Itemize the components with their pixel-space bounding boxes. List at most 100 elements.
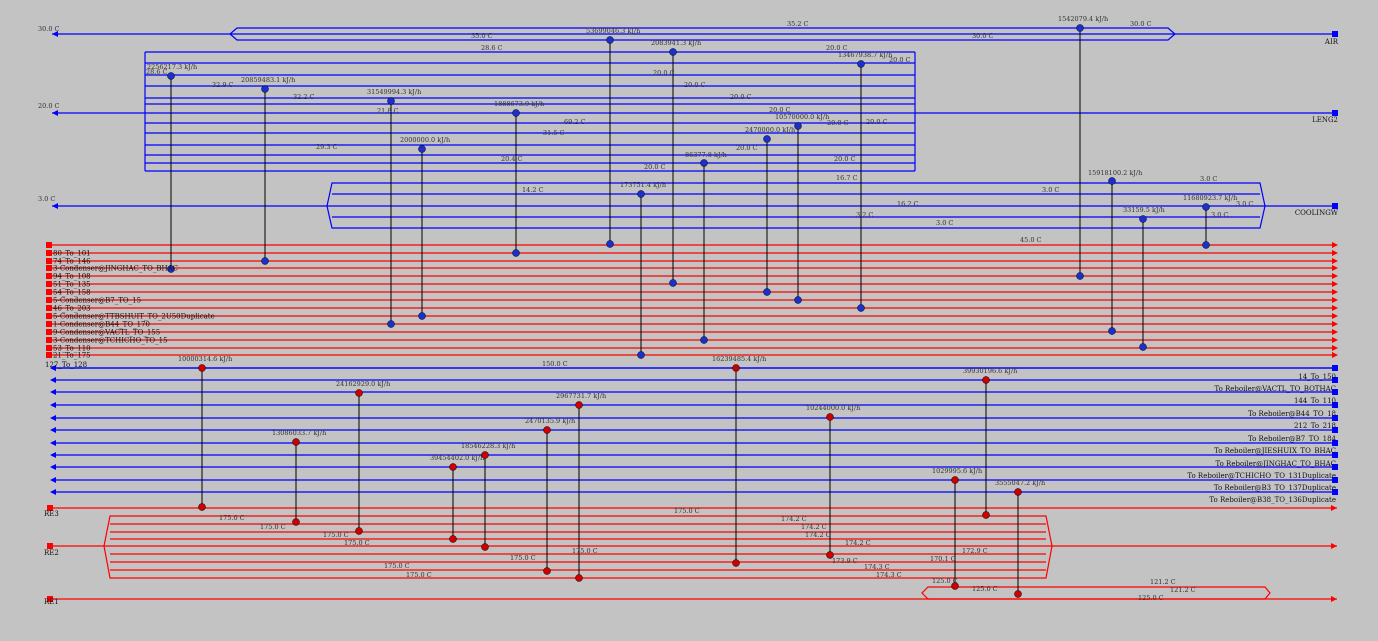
temperature-label: 172.9 C <box>962 547 988 555</box>
hot-utility-exchanger[interactable]: 2470135.9 kJ/h <box>525 417 575 575</box>
hot-stream-4[interactable] <box>46 273 1338 279</box>
cold-stream-3[interactable] <box>50 389 1338 395</box>
temperature-label: 20.0 C <box>826 44 848 52</box>
exchanger-duty: 2256217.3 kJ/h <box>147 63 197 71</box>
hot-utility-re2[interactable] <box>47 515 1337 579</box>
cold-stream-name: 14_To_150 <box>1298 373 1336 381</box>
exchanger-node-top <box>669 48 677 56</box>
cold-utility-exchanger[interactable]: 2256217.3 kJ/h <box>147 63 197 273</box>
cold-stream-9[interactable] <box>50 464 1338 470</box>
re2-arrow-head <box>1331 543 1337 549</box>
cold-utility-exchanger[interactable]: 13467938.7 kJ/h <box>838 51 892 312</box>
hot-stream-1[interactable] <box>46 250 1338 256</box>
hot-stream-arrow <box>1332 265 1338 271</box>
exchanger-node-bottom <box>857 304 865 312</box>
hot-stream-node <box>46 352 52 358</box>
cold-utility-exchanger[interactable]: 173751.4 kJ/h <box>620 181 666 359</box>
temperature-label: 125.0 C <box>1138 594 1164 602</box>
hot-utility-re1[interactable] <box>47 586 1337 602</box>
temperature-label: 175.0 C <box>572 547 598 555</box>
hot-stream-arrow <box>1332 352 1338 358</box>
exchanger-duty: 33159.5 kJ/h <box>1123 206 1165 214</box>
cold-stream-1[interactable] <box>50 365 1338 371</box>
hot-stream-9[interactable] <box>46 313 1338 319</box>
cold-stream-10[interactable] <box>50 477 1338 483</box>
hot-stream-14[interactable] <box>46 352 1338 358</box>
cold-stream-11[interactable] <box>50 489 1338 495</box>
hot-stream-2[interactable] <box>46 258 1338 264</box>
hot-stream-3[interactable] <box>46 265 1338 271</box>
cold-utility-exchanger[interactable]: 31549994.3 kJ/h <box>367 88 421 328</box>
exchanger-node-top <box>951 476 959 484</box>
hot-stream-13[interactable] <box>46 345 1338 351</box>
cold-utility-exchanger[interactable]: 2083941.3 kJ/h <box>651 39 701 287</box>
exchanger-duty: 1029995.6 kJ/h <box>932 467 982 475</box>
cold-stream-4[interactable] <box>50 402 1338 408</box>
hot-stream-5[interactable] <box>46 281 1338 287</box>
hot-utility-exchanger[interactable]: 39454402.0 kJ/h <box>430 454 484 543</box>
cold-stream-2[interactable] <box>50 377 1338 383</box>
temperature-label: 125.0 C <box>972 585 998 593</box>
cold-utility-inlet-temp: 30.0 C <box>38 25 60 33</box>
temperature-label: 45.0 C <box>1020 236 1042 244</box>
cold-utility-exchanger[interactable]: 86377.8 kJ/h <box>685 151 727 344</box>
cold-utility-exchanger[interactable]: 33159.5 kJ/h <box>1123 206 1165 351</box>
hot-stream-name: 21_To_175 <box>53 352 91 360</box>
cold-stream-8[interactable] <box>50 452 1338 458</box>
exchanger-duty: 18546228.3 kJ/h <box>461 442 515 450</box>
hot-utility-exchanger[interactable]: 16239485.4 kJ/h <box>712 355 766 567</box>
hot-stream-12[interactable] <box>46 337 1338 343</box>
cold-stream-node <box>1332 415 1338 421</box>
exchanger-links: 53699046.3 kJ/h 2083941.3 kJ/h 13467938.7 … <box>147 15 1237 598</box>
temperature-label: 175.0 C <box>406 571 432 579</box>
air-node <box>1332 31 1338 37</box>
cold-stream-6[interactable] <box>50 427 1338 433</box>
cold-utility-exchanger[interactable]: 1888673.9 kJ/h <box>494 100 544 257</box>
hot-utility-exchanger[interactable]: 13086033.7 kJ/h <box>272 429 326 526</box>
hot-stream-arrow <box>1332 321 1338 327</box>
cold-utility-exchanger[interactable]: 1542079.4 kJ/h <box>1058 15 1108 280</box>
temperature-label: 3.0 C <box>936 219 953 227</box>
hot-utility-exchanger[interactable]: 10000314.6 kJ/h <box>178 355 232 511</box>
exchanger-duty: 10244000.0 kJ/h <box>806 404 860 412</box>
cold-utility-exchanger[interactable]: 11680923.7 kJ/h <box>1183 194 1237 249</box>
hot-utility-exchanger[interactable]: 1029995.6 kJ/h <box>932 467 982 590</box>
hot-utility-exchanger[interactable]: 3555047.2 kJ/h <box>995 479 1045 598</box>
hot-stream-7[interactable] <box>46 297 1338 303</box>
cold-utility-leng2[interactable] <box>52 51 1338 172</box>
hot-stream-11[interactable] <box>46 329 1338 335</box>
hot-utility-exchanger[interactable]: 24162929.0 kJ/h <box>336 380 390 535</box>
hot-utility-exchanger[interactable]: 10244000.0 kJ/h <box>806 404 860 559</box>
temperature-label: 175.0 C <box>219 514 245 522</box>
hot-utility-exchanger[interactable]: 18546228.3 kJ/h <box>461 442 515 551</box>
cold-stream-arrow <box>50 415 56 421</box>
cold-utility-exchanger[interactable]: 20859483.1 kJ/h <box>241 76 295 265</box>
exchanger-node-bottom <box>261 257 269 265</box>
cold-stream-5[interactable] <box>50 415 1338 421</box>
cold-utility-exchanger[interactable]: 53699046.3 kJ/h <box>586 27 640 248</box>
cold-utility-air[interactable] <box>52 27 1338 41</box>
hot-utility-re3[interactable] <box>47 505 1337 511</box>
exchanger-duty: 2083941.3 kJ/h <box>651 39 701 47</box>
hot-utility-exchanger[interactable]: 39930196.6 kJ/h <box>963 367 1017 519</box>
cold-utility-coolingw[interactable] <box>52 182 1338 229</box>
hot-stream-name: 9-Condenser@VACTL_TO_155 <box>53 329 160 337</box>
cold-utility-exchanger[interactable]: 15918100.2 kJ/h <box>1088 169 1142 335</box>
cold-utility-exchanger[interactable]: 2470000.0 kJ/h <box>745 126 795 296</box>
cold-stream-arrow <box>50 389 56 395</box>
cold-stream-node <box>1332 440 1338 446</box>
exchanger-node-top <box>606 36 614 44</box>
hot-utility-exchanger[interactable]: 2967731.7 kJ/h <box>556 392 606 582</box>
cold-utility-exchanger[interactable]: 2000000.0 kJ/h <box>400 136 450 320</box>
exchanger-duty: 2000000.0 kJ/h <box>400 136 450 144</box>
temperature-label: 21.8 C <box>377 107 399 115</box>
cold-stream-arrow <box>50 477 56 483</box>
hot-stream-10[interactable] <box>46 321 1338 327</box>
hot-stream-6[interactable] <box>46 289 1338 295</box>
cold-utility-exchanger[interactable]: 10570000.0 kJ/h <box>775 113 829 304</box>
hot-stream-node <box>46 289 52 295</box>
hot-stream-8[interactable] <box>46 305 1338 311</box>
cold-stream-7[interactable] <box>50 440 1338 446</box>
hot-stream-0[interactable] <box>46 242 1338 248</box>
exchanger-node-top <box>732 364 740 372</box>
